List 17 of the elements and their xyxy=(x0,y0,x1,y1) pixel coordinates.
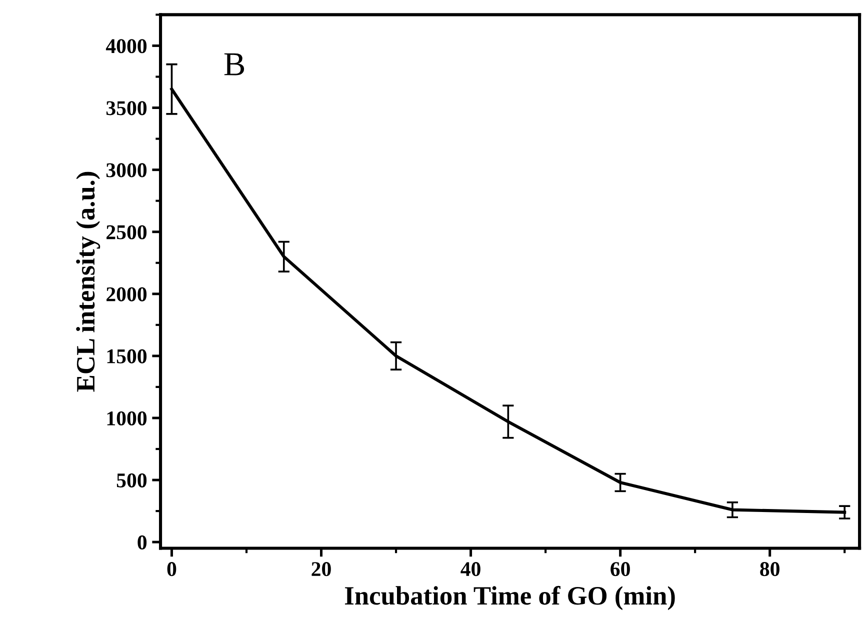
y-tick-label: 4000 xyxy=(106,39,147,54)
annotation: B xyxy=(224,53,244,76)
x-tick-label: 0 xyxy=(167,562,176,576)
y-tick-label: 2000 xyxy=(106,287,147,302)
y-tick-label: 1500 xyxy=(107,349,147,364)
x-tick-label: 20 xyxy=(312,562,331,576)
y-tick-label: 1000 xyxy=(107,411,147,426)
x-tick-label: 60 xyxy=(610,562,630,576)
x-tick-label: 40 xyxy=(460,562,480,576)
y-tick-label: 2500 xyxy=(106,225,147,240)
y-axis-title: ECL intensity (a.u.) xyxy=(76,172,100,392)
y-tick-label: 3000 xyxy=(106,163,147,178)
y-tick-label: 3500 xyxy=(106,101,147,116)
y-tick-label: 500 xyxy=(116,473,147,488)
x-axis-title: Incubation Time of GO (min) xyxy=(344,586,675,610)
x-tick-label: 80 xyxy=(760,562,780,576)
y-tick-label: 0 xyxy=(138,535,147,550)
